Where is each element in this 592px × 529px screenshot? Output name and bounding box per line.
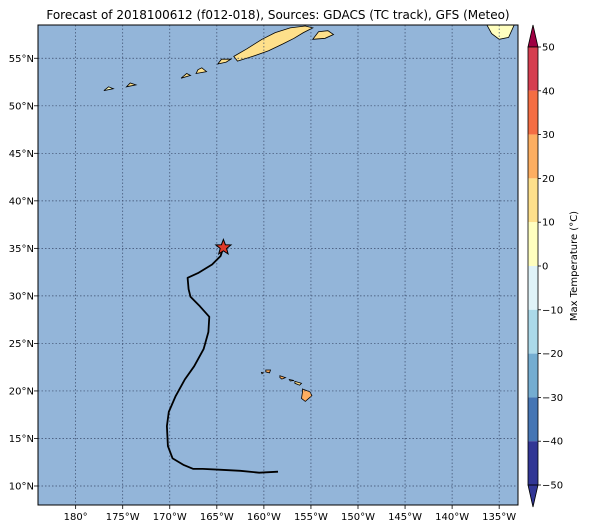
- land-hawaii: [301, 388, 313, 402]
- lat-tick-label: 40°N: [9, 196, 34, 207]
- lat-tick-label: 10°N: [9, 481, 34, 492]
- lat-tick-label: 55°N: [9, 54, 34, 65]
- latitude-ticks: 55°N 50°N 45°N 40°N 35°N 30°N 25°N 20°N 15°N 10°N: [9, 54, 38, 492]
- colorbar-tick-label: −50: [542, 481, 563, 492]
- land-atka: [125, 82, 138, 88]
- lon-tick-label: 150°W: [341, 512, 375, 523]
- map-title: Forecast of 2018100612 (f012-018), Sourc…: [46, 8, 509, 22]
- lat-tick-label: 15°N: [9, 434, 34, 445]
- map-frame: [37, 24, 519, 506]
- colorbar-segment: [528, 178, 538, 223]
- lat-tick-label: 30°N: [9, 291, 34, 302]
- temperature-colorbar: 50 40 30 20 10 0 −10 −20 −30 −40 −50: [527, 24, 563, 508]
- colorbar-tick-label: −20: [542, 349, 563, 360]
- land-layer: [103, 25, 515, 402]
- colorbar-extend-max: [527, 24, 539, 48]
- lat-tick-label: 50°N: [9, 101, 34, 112]
- land-unalaska: [195, 67, 208, 75]
- land-alaska-peninsula: [233, 25, 314, 62]
- lon-tick-label: 170°W: [153, 512, 187, 523]
- lon-tick-label: 160°W: [247, 512, 281, 523]
- ocean-background: [38, 25, 518, 505]
- colorbar-tick-label: −30: [542, 393, 563, 404]
- colorbar-tick-label: 50: [542, 43, 555, 54]
- colorbar-segment: [528, 47, 538, 91]
- land-oahu: [279, 375, 287, 380]
- lat-tick-label: 25°N: [9, 339, 34, 350]
- land-kodiak: [311, 30, 335, 40]
- lat-tick-label: 45°N: [9, 149, 34, 160]
- colorbar-tick-label: −40: [542, 437, 563, 448]
- colorbar-tick-label: 40: [542, 86, 555, 97]
- land-molokai: [288, 378, 295, 382]
- colorbar-tick-label: 30: [542, 130, 555, 141]
- colorbar-segment: [528, 397, 538, 442]
- colorbar-segment: [528, 134, 538, 179]
- land-adak: [103, 86, 115, 91]
- lon-tick-label: 135°W: [482, 512, 516, 523]
- storm-position-star-icon: [214, 237, 233, 256]
- land-kauai: [265, 369, 272, 374]
- colorbar-tick-label: 10: [542, 218, 555, 229]
- colorbar-segment: [528, 353, 538, 398]
- colorbar-tick-label: 0: [542, 262, 548, 273]
- lat-tick-label: 20°N: [9, 386, 34, 397]
- colorbar-label: Max Temperature (°C): [569, 211, 580, 321]
- land-niihau: [260, 371, 265, 375]
- lon-tick-label: 175°W: [106, 512, 140, 523]
- cyclone-track-layer: [165, 237, 279, 474]
- land-umnak: [180, 73, 192, 79]
- cyclone-track: [165, 247, 279, 474]
- colorbar-tick-label: −10: [542, 305, 563, 316]
- lon-tick-label: 180°: [64, 512, 88, 523]
- lon-tick-label: 155°W: [294, 512, 328, 523]
- lat-tick-label: 35°N: [9, 244, 34, 255]
- colorbar-segment: [528, 90, 538, 135]
- colorbar-segment: [528, 441, 538, 485]
- land-unimak: [216, 58, 233, 65]
- land-maui: [294, 380, 303, 386]
- land-alaska-mainland: [486, 25, 515, 40]
- longitude-ticks: 180° 175°W 170°W 165°W 160°W 155°W 150°W 145°W 1…: [64, 505, 516, 523]
- graticule: [38, 25, 518, 505]
- lon-tick-label: 145°W: [388, 512, 422, 523]
- colorbar-segment: [528, 309, 538, 354]
- colorbar-tick-label: 20: [542, 174, 555, 185]
- colorbar-segment: [528, 266, 538, 310]
- colorbar-segment: [528, 222, 538, 266]
- lon-tick-label: 140°W: [435, 512, 469, 523]
- lon-tick-label: 165°W: [200, 512, 234, 523]
- colorbar-extend-min: [527, 484, 539, 508]
